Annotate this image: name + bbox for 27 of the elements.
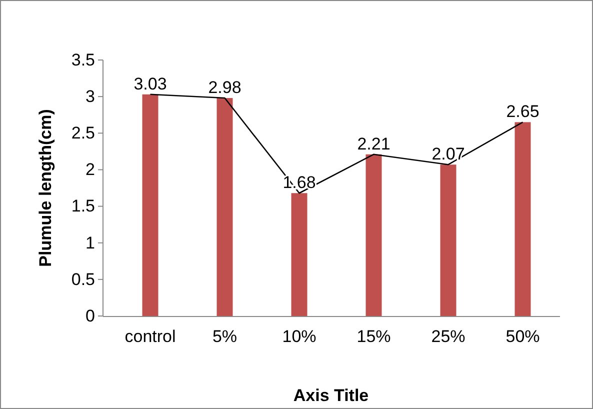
y-tick-label: 2 [86,160,95,180]
x-tick-label: control [124,327,176,346]
bar [291,193,308,316]
x-tick-label: 15% [356,327,391,346]
data-label: 2.21 [357,134,390,154]
data-label: 2.98 [208,78,242,98]
y-axis-title: Plumule length(cm) [36,109,55,267]
y-tick-label: 3 [86,87,95,106]
y-tick-label: 0 [86,306,95,326]
data-label: 2.07 [432,144,465,164]
y-tick-label: 2.5 [71,124,95,143]
x-axis-title: Axis Title [293,386,369,405]
x-tick-label: 50% [506,327,540,346]
x-tick-label: 5% [212,327,238,346]
bar [440,164,456,316]
bar [514,122,531,316]
y-tick-label: 3.5 [71,50,95,70]
x-tick-label: 10% [282,327,316,346]
y-tick-label: 1 [86,233,95,252]
data-label: 2.65 [506,102,540,122]
bar [142,94,158,316]
y-tick-label: 1.5 [71,196,95,216]
y-tick-label: 0.5 [71,270,95,289]
bar [366,154,382,316]
data-label: 3.03 [134,74,167,94]
x-tick-label: 25% [431,327,466,346]
bar [216,98,233,316]
